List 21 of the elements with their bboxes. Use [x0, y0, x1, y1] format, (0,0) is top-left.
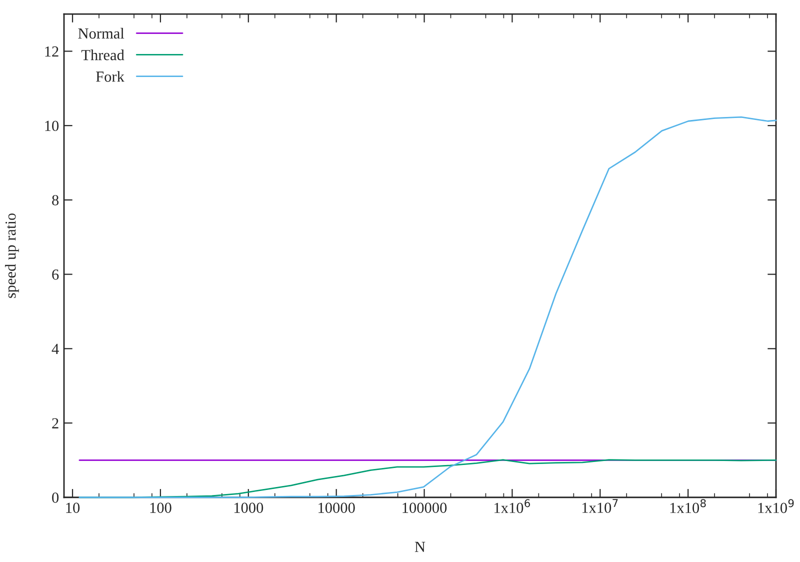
y-tick-label: 0 [52, 492, 59, 503]
x-tick-label: 10000 [318, 502, 355, 513]
x-axis-title: N [414, 542, 426, 552]
x-tick-label: 1x10$^{7}$ [582, 499, 618, 513]
x-tick-label: 1x10$^{8}$ [670, 499, 706, 514]
y-tick-label: 2 [52, 418, 58, 428]
legend-label: Normal [78, 28, 124, 39]
y-tick-label: 4 [52, 344, 59, 354]
x-tick-label: 1x10$^{6}$ [494, 499, 530, 514]
legend-label: Fork [96, 71, 124, 82]
y-tick-label: 12 [45, 46, 58, 57]
x-tick-label: 100000 [402, 502, 447, 513]
y-tick-label: 8 [52, 195, 59, 206]
y-tick-label: 10 [45, 120, 59, 132]
x-tick-label: 10 [66, 502, 80, 513]
y-axis-title: speed up ratio [5, 213, 19, 298]
y-tick-label: 6 [52, 269, 59, 280]
legend-label: Thread [81, 49, 124, 60]
x-tick-label: 100 [150, 502, 172, 513]
x-tick-label: 1x10$^{9}$ [758, 499, 794, 514]
x-tick-label: 1000 [234, 502, 264, 513]
